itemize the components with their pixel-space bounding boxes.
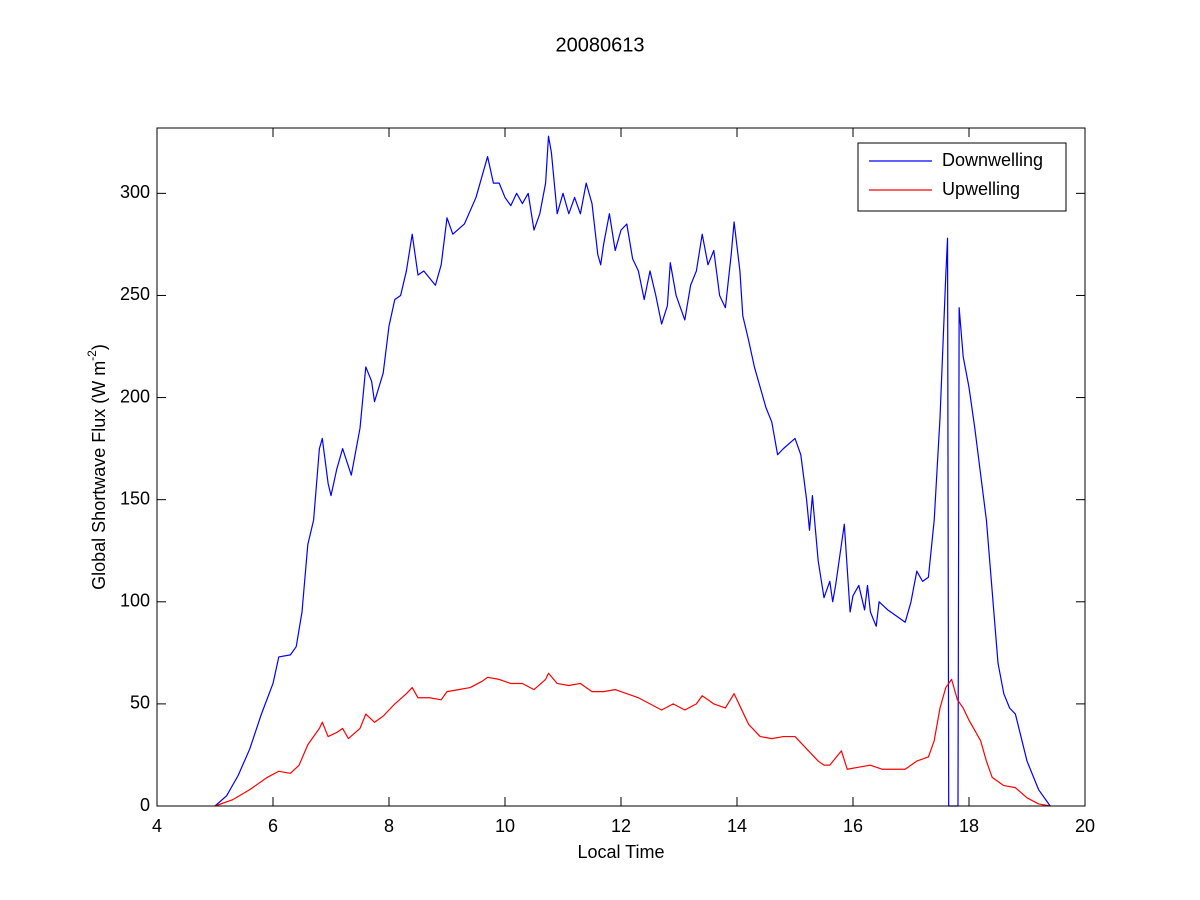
plot-area: [157, 128, 1085, 806]
x-tick-label: 20: [1075, 816, 1095, 836]
y-label-end: ): [89, 344, 109, 350]
legend-box: [857, 142, 1067, 212]
x-tick-label: 8: [384, 816, 394, 836]
y-axis-label: Global Shortwave Flux (W m-2): [85, 344, 109, 590]
axes-box: [156, 127, 1086, 807]
chart-title: 20080613: [556, 34, 645, 56]
data-line: [214, 135, 1051, 807]
x-tick-label: 4: [152, 816, 162, 836]
x-tick-label: 12: [611, 816, 631, 836]
y-tick-label: 150: [120, 488, 150, 508]
x-tick-label: 16: [843, 816, 863, 836]
y-label-sup: -2: [85, 350, 99, 361]
y-tick-label: 250: [120, 284, 150, 304]
legend-label: Downwelling: [942, 150, 1043, 170]
x-tick-label: 14: [727, 816, 747, 836]
y-tick-label: 100: [120, 591, 150, 611]
y-tick-label: 300: [120, 182, 150, 202]
y-tick-label: 50: [130, 693, 150, 713]
x-tick-label: 6: [268, 816, 278, 836]
y-tick-label: 0: [140, 795, 150, 815]
x-axis-label: Local Time: [577, 842, 664, 862]
x-tick-label: 18: [959, 816, 979, 836]
legend-label: Upwelling: [942, 179, 1020, 199]
y-label-text: Global Shortwave Flux (W m: [89, 361, 109, 590]
x-tick-label: 10: [495, 816, 515, 836]
data-line: [214, 672, 1051, 807]
y-tick-label: 200: [120, 386, 150, 406]
